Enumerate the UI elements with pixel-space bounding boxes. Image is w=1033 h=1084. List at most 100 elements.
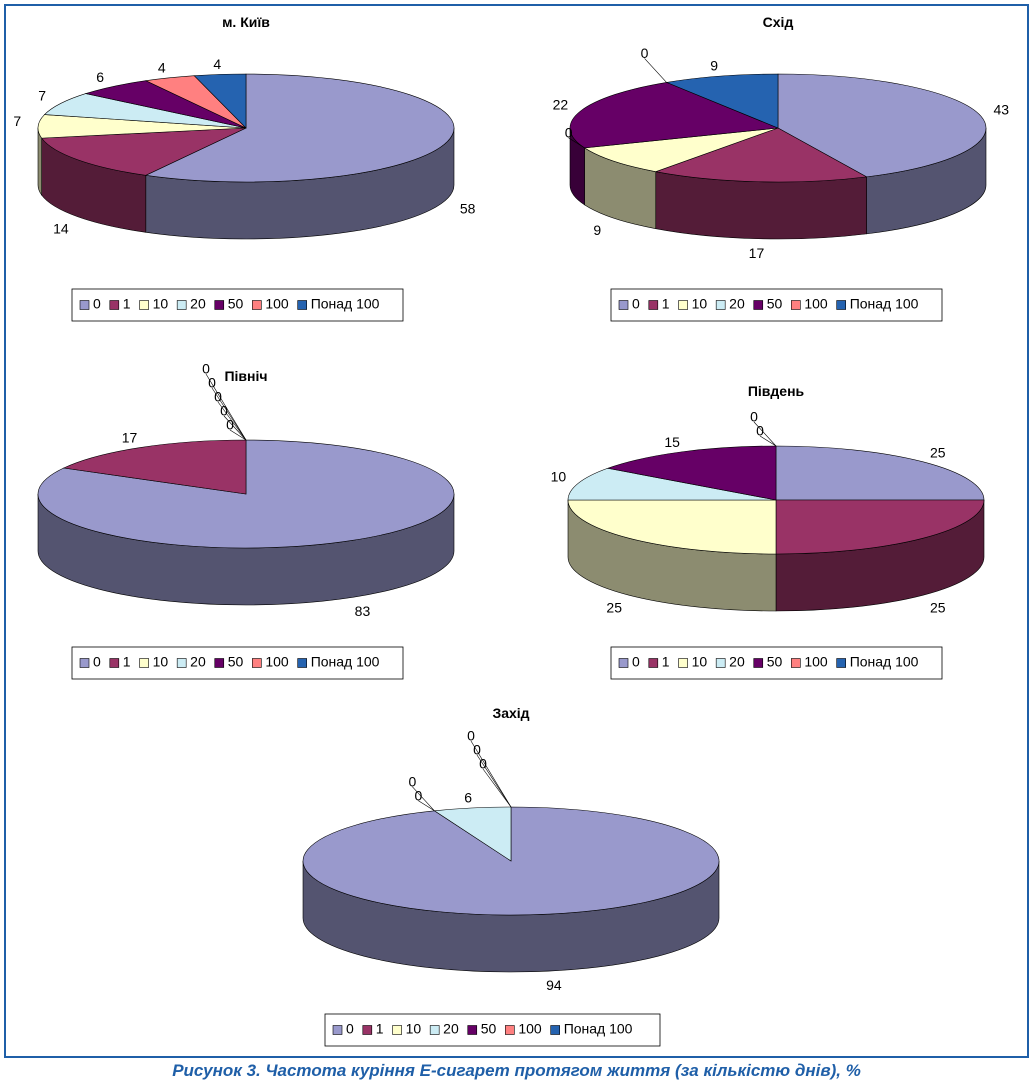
legend-swatch-4-3	[429, 1025, 440, 1035]
figure-frame	[4, 4, 1029, 1058]
data-label-1-6: 9	[710, 58, 718, 74]
legend-label-2-5: 100	[265, 654, 289, 670]
data-label-4-1: 0	[415, 787, 423, 803]
legend-swatch-2-4	[214, 658, 225, 668]
legend-label-4-4: 50	[481, 1021, 497, 1037]
legend-swatch-3-3	[715, 658, 726, 668]
legend-label-0-2: 10	[153, 296, 169, 312]
legend-label-0-6: Понад 100	[311, 296, 380, 312]
legend-swatch-0-2	[139, 300, 149, 310]
legend-label-3-4: 50	[767, 654, 783, 670]
chart-title-3: Південь	[748, 383, 805, 399]
data-label-2-0: 83	[355, 603, 371, 619]
data-label-1-1: 17	[749, 245, 765, 261]
leader-line-2-3	[223, 415, 247, 441]
legend-3: 0 1 10 20 50 100 Понад 100	[610, 646, 943, 680]
legend-1: 0 1 10 20 50 100 Понад 100	[610, 288, 943, 322]
chart-title-4: Захід	[492, 705, 529, 721]
leader-line-2-5	[211, 387, 247, 441]
legend-label-1-0: 0	[632, 296, 640, 312]
data-label-4-3: 6	[464, 789, 472, 805]
leader-line-3-5	[759, 435, 777, 447]
leader-line-2-2	[229, 429, 247, 441]
legend-swatch-4-0	[332, 1025, 343, 1035]
legend-swatch-2-5	[252, 658, 262, 668]
pie-slice-1-0	[777, 73, 987, 178]
data-label-1-5: 0	[641, 45, 649, 61]
legend-label-1-4: 50	[767, 296, 783, 312]
pie-slice-3-3	[567, 467, 777, 501]
legend-swatch-0-4	[214, 300, 225, 310]
legend-label-2-4: 50	[228, 654, 244, 670]
legend-label-4-3: 20	[443, 1021, 459, 1037]
pie-slice-2-1	[62, 439, 247, 495]
legend-label-1-2: 10	[692, 296, 708, 312]
legend-swatch-0-1	[109, 300, 120, 310]
legend-swatch-4-2	[392, 1025, 402, 1035]
legend-swatch-0-3	[176, 300, 187, 310]
data-label-3-4: 15	[664, 434, 680, 450]
legend-label-0-4: 50	[228, 296, 244, 312]
leader-line-4-6	[470, 740, 512, 808]
legend-label-0-1: 1	[123, 296, 131, 312]
data-label-3-6: 0	[750, 409, 758, 425]
legend-box-0	[71, 288, 404, 322]
data-label-2-2: 0	[226, 417, 234, 433]
data-label-3-1: 25	[930, 600, 946, 616]
pie-slice-3-0	[775, 445, 985, 501]
legend-swatch-1-5	[791, 300, 801, 310]
legend-swatch-3-2	[678, 658, 688, 668]
legend-label-2-1: 1	[123, 654, 131, 670]
data-label-3-3: 10	[551, 468, 567, 484]
data-label-0-3: 7	[38, 88, 46, 104]
leader-line-1-3	[568, 137, 585, 149]
pie-chart-0: 58 14 7 7 6 4 4 м. Київ 0 1 10 20 50 100 Понад 100	[13, 14, 476, 322]
data-label-3-0: 25	[930, 445, 946, 461]
legend-swatch-2-6	[297, 658, 307, 668]
legend-label-0-5: 100	[265, 296, 289, 312]
chart-title-2: Північ	[224, 368, 267, 384]
legend-label-1-5: 100	[804, 296, 828, 312]
legend-label-1-6: Понад 100	[850, 296, 919, 312]
data-label-0-1: 14	[53, 221, 69, 237]
data-label-4-2: 0	[409, 773, 417, 789]
legend-label-3-2: 10	[692, 654, 708, 670]
legend-label-1-1: 1	[662, 296, 670, 312]
legend-label-2-0: 0	[93, 654, 101, 670]
pie-chart-4: 94006000Захід01102050100Понад 100	[302, 705, 720, 1047]
legend-swatch-3-6	[836, 658, 846, 668]
chart-title-1: Схід	[763, 14, 794, 30]
pie-slice-3-4	[606, 445, 777, 501]
legend-swatch-3-1	[648, 658, 659, 668]
legend-label-0-3: 20	[190, 296, 206, 312]
data-label-0-4: 6	[96, 69, 104, 85]
legend-swatch-1-2	[678, 300, 688, 310]
leader-line-4-5	[476, 754, 512, 808]
legend-box-3	[610, 646, 943, 680]
data-label-3-5: 0	[756, 423, 764, 439]
legend-label-3-3: 20	[729, 654, 745, 670]
legend-swatch-3-0	[618, 658, 629, 668]
pie-chart-2: 831700000Північ01102050100Понад 100	[37, 361, 455, 680]
pie-side-0-2	[37, 127, 42, 197]
legend-swatch-2-3	[176, 658, 187, 668]
legend-label-4-1: 1	[376, 1021, 384, 1037]
legend-label-2-3: 20	[190, 654, 206, 670]
data-label-2-6: 0	[202, 361, 210, 377]
legend-box-4	[324, 1013, 661, 1047]
legend-4: 0 1 10 20 50 100 Понад 100	[324, 1013, 661, 1047]
pie-slice-0-1	[41, 127, 247, 176]
legend-label-4-5: 100	[518, 1021, 542, 1037]
legend-swatch-1-4	[753, 300, 764, 310]
leader-line-4-1	[418, 800, 435, 812]
legend-swatch-0-6	[297, 300, 307, 310]
pie-chart-1: 43 17 9 0 22 0 9 Схід 0 1 10 20 50 100 Понад 100	[553, 14, 1010, 322]
data-label-1-2: 9	[593, 222, 601, 238]
legend-swatch-4-4	[467, 1025, 478, 1035]
data-label-1-0: 43	[994, 102, 1010, 118]
legend-label-4-0: 0	[346, 1021, 354, 1037]
data-label-2-4: 0	[214, 389, 222, 405]
figure-caption: Рисунок 3. Частота куріння Е-сигарет про…	[172, 1061, 861, 1080]
